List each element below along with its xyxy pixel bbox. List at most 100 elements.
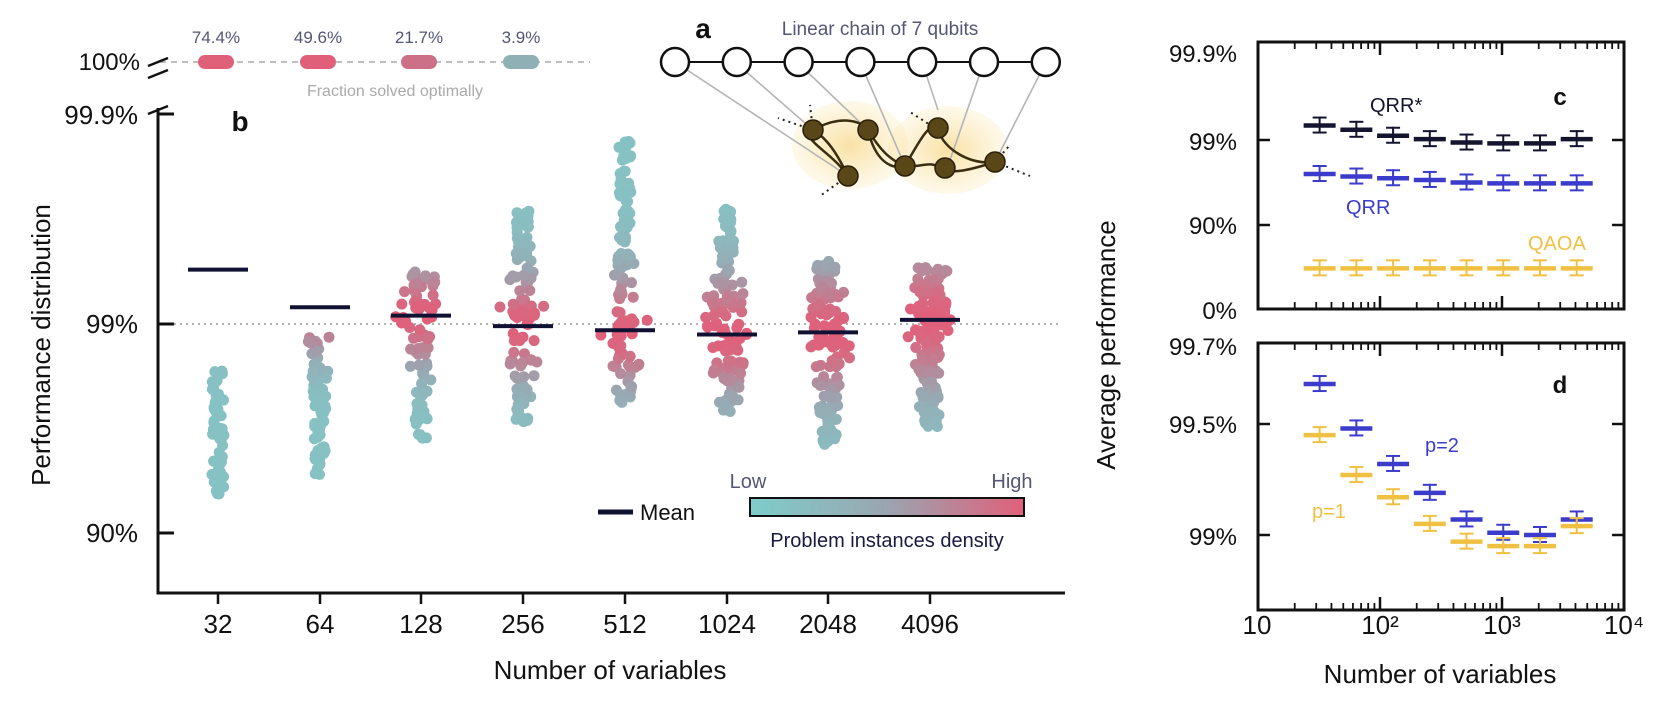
dot-2048	[830, 305, 842, 317]
fraction-title: Fraction solved optimally	[307, 83, 483, 100]
dot-128	[410, 278, 422, 290]
dot-256	[528, 370, 540, 382]
dot-128	[420, 270, 431, 282]
dot-4096	[940, 298, 952, 310]
ytick-label-99: 99%	[86, 309, 138, 339]
dot-1024	[725, 225, 737, 237]
dot-128	[427, 289, 439, 301]
density-high: High	[991, 471, 1032, 493]
panel-label-a: a	[695, 13, 711, 44]
dot-128	[408, 332, 419, 344]
dot-128	[404, 360, 416, 372]
xtick-label-32: 32	[204, 609, 233, 639]
dot-64	[307, 365, 319, 377]
dot-128	[412, 412, 424, 424]
dot-512	[614, 394, 626, 406]
dot-256	[521, 384, 533, 395]
dot-4096	[926, 377, 938, 388]
dot-2048	[812, 337, 824, 349]
dot-128	[407, 268, 419, 280]
qubit-node	[968, 46, 1000, 78]
dot-1024	[735, 367, 747, 379]
dot-4096	[928, 295, 940, 307]
dot-2048	[837, 337, 849, 348]
dot-512	[595, 329, 607, 341]
panel-b: 100% 74.4% 49.6% 21.7% 3.9% Fraction solved…	[26, 28, 1065, 685]
dot-512	[641, 314, 653, 326]
dot-128	[411, 386, 422, 398]
dot-512	[633, 358, 645, 370]
inset-title: Linear chain of 7 qubits	[782, 19, 978, 40]
qubit-node	[783, 46, 814, 78]
x-ticks-d	[1293, 343, 1620, 610]
dot-128	[412, 343, 424, 354]
panel-d: 99.7% 99.5% 99% 10 10² 10³ 10⁴ Number of…	[1091, 220, 1644, 689]
dot-32	[211, 407, 223, 419]
dot-256	[508, 346, 520, 358]
dot-1024	[733, 318, 745, 330]
dot-512	[623, 249, 635, 261]
dot-512	[618, 150, 630, 161]
dot-1024	[719, 250, 731, 262]
x-ticks-c	[1293, 42, 1620, 309]
dot-256	[507, 270, 519, 282]
dot-256	[529, 307, 540, 319]
dot-2048	[810, 361, 822, 373]
dot-1024	[722, 211, 734, 223]
dot-512	[615, 221, 626, 233]
dot-256	[494, 301, 506, 313]
graph-nodes	[802, 117, 1006, 187]
dot-1024	[722, 263, 734, 275]
fraction-label: 3.9%	[502, 28, 541, 47]
dot-2048	[814, 380, 826, 391]
dot-2048	[829, 433, 841, 445]
qubit-node	[1030, 46, 1062, 78]
dot-512	[620, 207, 632, 219]
dot-2048	[829, 337, 841, 349]
dot-32	[214, 471, 226, 483]
qubit-node	[845, 46, 876, 78]
dot-512	[615, 284, 626, 296]
dot-128	[429, 276, 441, 288]
dot-256	[513, 236, 525, 248]
ylabel-cd: Average performance	[1091, 220, 1121, 470]
dot-1024	[733, 381, 745, 393]
dot-256	[514, 285, 526, 297]
dot-128	[421, 333, 433, 345]
dot-512	[610, 269, 622, 281]
dot-256	[511, 403, 523, 415]
dot-4096	[913, 304, 925, 316]
xtick-label-1024: 1024	[698, 609, 756, 639]
dot-32	[211, 488, 223, 500]
xtick-label-64: 64	[306, 609, 335, 639]
dot-256	[520, 207, 532, 219]
dot-64	[315, 395, 327, 407]
dot-64	[309, 449, 321, 461]
inset-a: a Linear chain of 7 qubits	[659, 13, 1062, 197]
xtick-d-10: 10	[1243, 610, 1272, 640]
dot-128	[423, 302, 435, 314]
dot-4096	[924, 407, 936, 419]
dot-256	[507, 328, 519, 339]
dot-256	[516, 413, 528, 425]
dot-1024	[707, 342, 719, 353]
density-low: Low	[730, 471, 767, 493]
dot-4096	[913, 364, 925, 375]
dot-64	[323, 331, 335, 343]
dot-512	[613, 342, 625, 354]
dot-1024	[708, 364, 720, 376]
dot-64	[313, 424, 325, 436]
dot-256	[507, 298, 519, 310]
dot-512	[619, 165, 631, 177]
dot-4096	[917, 353, 928, 365]
dot-2048	[821, 434, 833, 446]
panel-label-c: c	[1553, 84, 1566, 111]
dot-1024	[702, 321, 714, 333]
dot-128	[421, 412, 432, 424]
dot-64	[309, 468, 321, 480]
ylabel-b: Performance distribution	[26, 204, 56, 486]
dot-4096	[928, 353, 940, 365]
dot-256	[509, 370, 521, 382]
dot-256	[518, 371, 530, 383]
dot-1024	[722, 355, 734, 367]
